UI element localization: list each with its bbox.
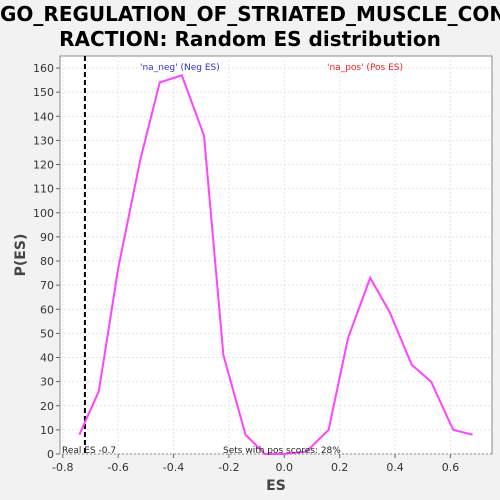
y-tick-label: 110: [33, 183, 54, 196]
y-tick-label: 30: [40, 376, 54, 389]
x-axis-label: ES: [266, 478, 286, 494]
x-tick-label: 0.6: [442, 461, 460, 474]
x-tick-label: 0.4: [386, 461, 404, 474]
x-tick-label: -0.4: [163, 461, 184, 474]
chart-title: GO_REGULATION_OF_STRIATED_MUSCLE_CONT RA…: [0, 2, 500, 52]
y-tick-label: 20: [40, 400, 54, 413]
x-tick-label: 0.0: [276, 461, 294, 474]
pos-scores-annotation: Sets with pos scores: 28%: [223, 446, 341, 456]
y-tick-label: 40: [40, 352, 54, 365]
pos-es-label: 'na_pos' (Pos ES): [327, 63, 403, 73]
x-tick-label: -0.2: [218, 461, 239, 474]
x-tick-label: -0.8: [52, 461, 73, 474]
y-tick-label: 10: [40, 424, 54, 437]
y-axis-ticks: 0 10 20 30 40 50 60 70 80 90 100 110 120 130 140 150 160: [33, 62, 60, 461]
y-tick-label: 80: [40, 255, 54, 268]
y-axis-label: P(ES): [13, 234, 29, 277]
y-tick-label: 140: [33, 110, 54, 123]
y-tick-label: 160: [33, 62, 54, 75]
y-tick-label: 70: [40, 279, 54, 292]
y-tick-label: 100: [33, 207, 54, 220]
x-axis-ticks: -0.8 -0.6 -0.4 -0.2 0.0 0.2 0.4 0.6: [52, 454, 459, 474]
y-tick-label: 130: [33, 134, 54, 147]
series-line: [78, 74, 473, 455]
y-tick-label: 60: [40, 303, 54, 316]
real-es-annotation: Real ES -0.7: [62, 446, 116, 456]
chart-title-line-1: GO_REGULATION_OF_STRIATED_MUSCLE_CONT: [0, 2, 500, 26]
y-tick-label: 150: [33, 86, 54, 99]
chart-title-line-2: RACTION: Random ES distribution: [59, 27, 441, 51]
grid: [60, 56, 492, 455]
plot-area: [59, 55, 493, 455]
y-tick-label: 120: [33, 159, 54, 172]
x-tick-label: 0.2: [331, 461, 349, 474]
neg-es-label: 'na_neg' (Neg ES): [140, 63, 220, 73]
x-tick-label: -0.6: [107, 461, 128, 474]
y-tick-label: 90: [40, 231, 54, 244]
y-tick-label: 50: [40, 327, 54, 340]
y-tick-label: 0: [47, 448, 54, 461]
